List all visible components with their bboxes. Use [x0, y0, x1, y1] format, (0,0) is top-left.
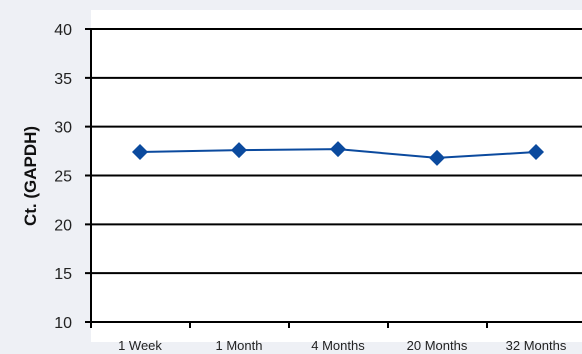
x-tick-label: 1 Week	[118, 338, 162, 353]
data-point-marker	[231, 142, 247, 159]
y-tick-label: 20	[54, 217, 72, 234]
y-tick-label: 35	[54, 71, 72, 88]
x-tick-label: 4 Months	[311, 338, 365, 353]
y-tick-label: 25	[54, 169, 72, 186]
data-point-marker	[429, 149, 445, 166]
x-tick-label: 32 Months	[506, 338, 567, 353]
x-tick-labels: 1 Week 1 Month 4 Months 20 Months 32 Months	[118, 338, 567, 353]
x-tick-label: 20 Months	[407, 338, 468, 353]
y-tick-label: 10	[54, 315, 72, 332]
y-axis-title: Ct. (GAPDH)	[21, 126, 40, 226]
gridlines	[85, 28, 582, 323]
data-point-marker	[528, 144, 544, 161]
data-point-marker	[330, 141, 346, 158]
y-tick-label: 30	[54, 120, 72, 137]
axes	[90, 29, 488, 328]
y-tick-labels: 10 15 20 25 30 35 40	[54, 22, 72, 332]
y-tick-label: 40	[54, 22, 72, 39]
y-tick-label: 15	[54, 266, 72, 283]
data-point-marker	[132, 144, 148, 161]
x-tick-label: 1 Month	[216, 338, 263, 353]
series	[132, 141, 544, 166]
